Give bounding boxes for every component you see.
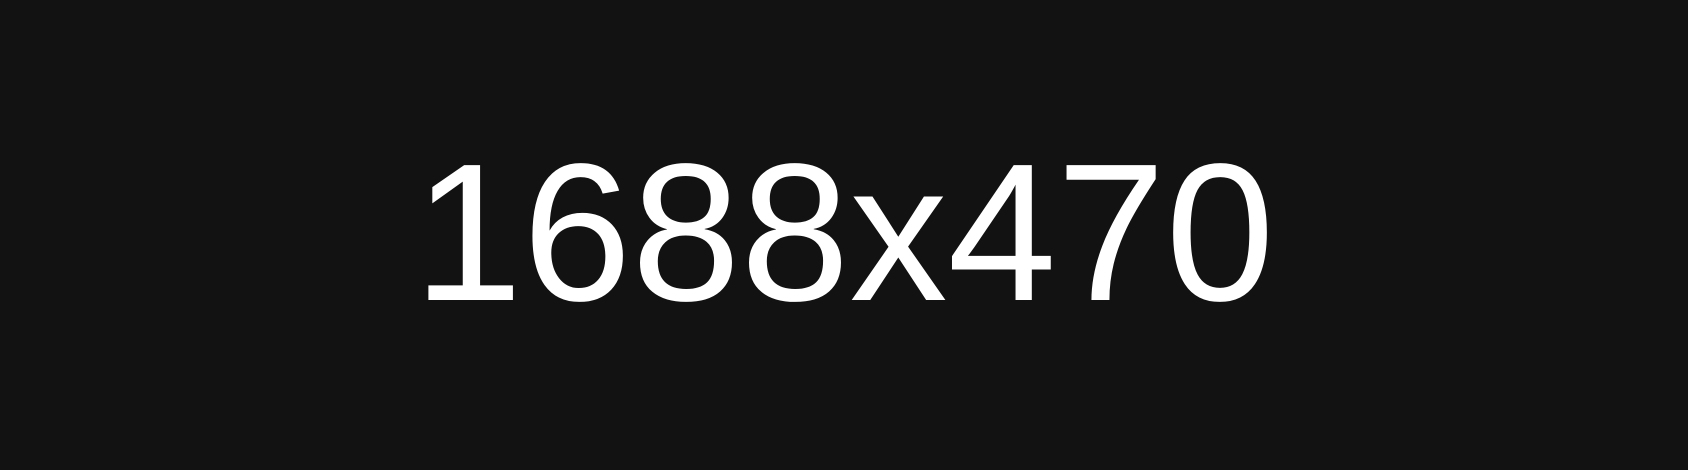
dimension-label: 1688x470 — [413, 123, 1275, 342]
